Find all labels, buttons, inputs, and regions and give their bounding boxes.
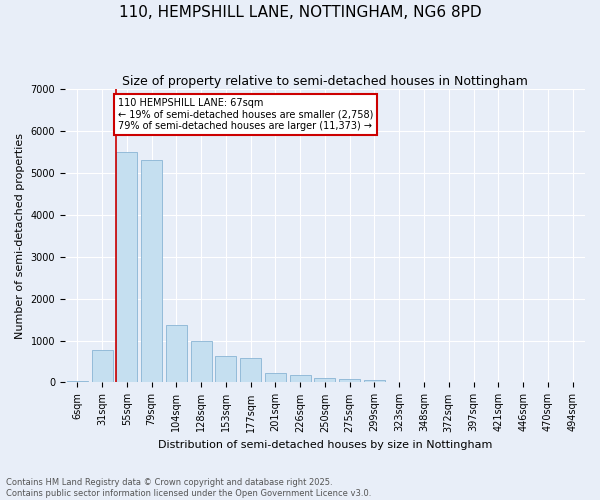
Title: Size of property relative to semi-detached houses in Nottingham: Size of property relative to semi-detach… xyxy=(122,75,528,88)
Y-axis label: Number of semi-detached properties: Number of semi-detached properties xyxy=(15,133,25,339)
Text: 110 HEMPSHILL LANE: 67sqm
← 19% of semi-detached houses are smaller (2,758)
79% : 110 HEMPSHILL LANE: 67sqm ← 19% of semi-… xyxy=(118,98,374,130)
Bar xyxy=(240,358,261,382)
Bar xyxy=(116,152,137,382)
Bar xyxy=(314,378,335,382)
Bar xyxy=(141,160,162,382)
X-axis label: Distribution of semi-detached houses by size in Nottingham: Distribution of semi-detached houses by … xyxy=(158,440,492,450)
Bar xyxy=(92,350,113,382)
Text: 110, HEMPSHILL LANE, NOTTINGHAM, NG6 8PD: 110, HEMPSHILL LANE, NOTTINGHAM, NG6 8PD xyxy=(119,5,481,20)
Bar xyxy=(67,381,88,382)
Bar xyxy=(290,375,311,382)
Bar xyxy=(191,340,212,382)
Bar xyxy=(215,356,236,382)
Bar xyxy=(265,373,286,382)
Bar xyxy=(166,324,187,382)
Bar xyxy=(339,378,360,382)
Text: Contains HM Land Registry data © Crown copyright and database right 2025.
Contai: Contains HM Land Registry data © Crown c… xyxy=(6,478,371,498)
Bar xyxy=(364,380,385,382)
